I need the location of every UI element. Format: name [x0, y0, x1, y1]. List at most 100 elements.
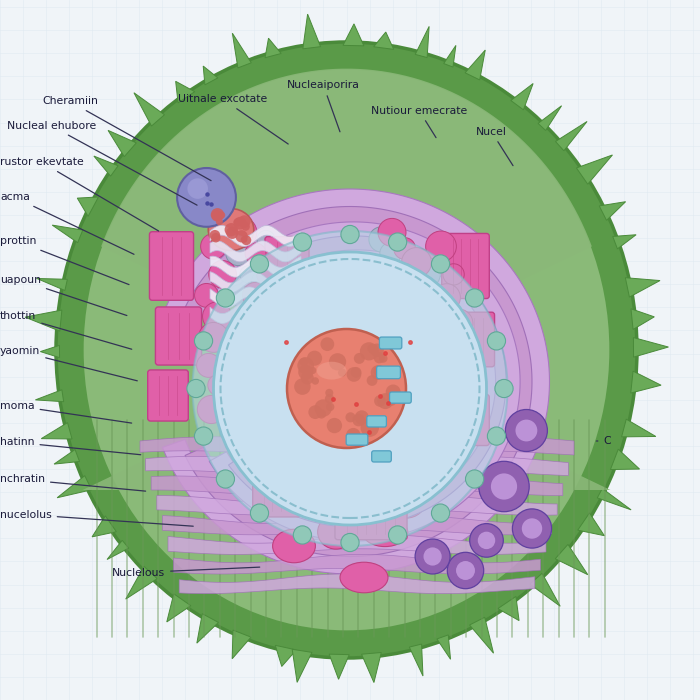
- FancyBboxPatch shape: [265, 237, 309, 284]
- Circle shape: [414, 261, 440, 288]
- Polygon shape: [444, 46, 456, 67]
- Polygon shape: [599, 202, 626, 220]
- Circle shape: [317, 410, 326, 419]
- Circle shape: [235, 230, 248, 242]
- Circle shape: [195, 427, 213, 445]
- Circle shape: [195, 332, 213, 350]
- Text: yaomin: yaomin: [0, 346, 137, 381]
- Circle shape: [327, 418, 342, 433]
- Circle shape: [199, 323, 228, 352]
- Text: Nutiour emecrate: Nutiour emecrate: [371, 106, 468, 138]
- FancyBboxPatch shape: [389, 392, 412, 403]
- Circle shape: [301, 372, 314, 384]
- Text: acma: acma: [0, 193, 134, 254]
- Circle shape: [241, 223, 250, 231]
- Text: Nucel: Nucel: [476, 127, 513, 166]
- Polygon shape: [210, 225, 301, 246]
- Circle shape: [312, 377, 319, 385]
- Circle shape: [495, 379, 513, 398]
- Circle shape: [216, 218, 223, 225]
- Polygon shape: [410, 644, 423, 676]
- FancyBboxPatch shape: [367, 416, 386, 427]
- Circle shape: [369, 227, 394, 252]
- Circle shape: [393, 263, 416, 286]
- Circle shape: [238, 216, 251, 228]
- Polygon shape: [41, 345, 60, 358]
- Circle shape: [522, 518, 542, 539]
- Polygon shape: [631, 309, 655, 330]
- Polygon shape: [174, 554, 540, 574]
- Polygon shape: [275, 645, 296, 666]
- Circle shape: [242, 308, 259, 325]
- Text: Uitnale excotate: Uitnale excotate: [178, 94, 288, 144]
- Polygon shape: [232, 630, 251, 659]
- Circle shape: [233, 218, 242, 226]
- Circle shape: [325, 394, 335, 404]
- Text: prottin: prottin: [0, 237, 129, 285]
- Circle shape: [351, 367, 361, 378]
- Circle shape: [444, 309, 473, 338]
- Polygon shape: [57, 476, 92, 498]
- Circle shape: [355, 410, 369, 424]
- Polygon shape: [168, 535, 546, 554]
- Polygon shape: [140, 437, 574, 456]
- Text: Nuclelous: Nuclelous: [112, 567, 260, 577]
- Polygon shape: [210, 256, 301, 277]
- Polygon shape: [36, 390, 64, 402]
- Circle shape: [257, 230, 275, 248]
- FancyBboxPatch shape: [372, 451, 391, 462]
- Circle shape: [201, 234, 226, 259]
- Circle shape: [374, 352, 385, 363]
- Polygon shape: [167, 594, 191, 622]
- Circle shape: [439, 337, 468, 366]
- Ellipse shape: [316, 362, 346, 379]
- Text: nucelolus: nucelolus: [0, 510, 193, 526]
- Circle shape: [242, 282, 269, 309]
- Circle shape: [216, 470, 235, 488]
- Circle shape: [371, 365, 386, 380]
- Circle shape: [360, 419, 379, 437]
- Polygon shape: [303, 282, 459, 467]
- Polygon shape: [210, 287, 301, 308]
- Circle shape: [251, 504, 269, 522]
- Circle shape: [187, 379, 205, 398]
- Circle shape: [309, 405, 322, 419]
- Circle shape: [209, 260, 237, 288]
- Circle shape: [341, 533, 359, 552]
- Polygon shape: [210, 272, 301, 293]
- Polygon shape: [151, 476, 563, 496]
- Circle shape: [356, 416, 364, 424]
- Circle shape: [479, 461, 529, 512]
- Polygon shape: [622, 419, 656, 437]
- Polygon shape: [631, 371, 661, 393]
- Polygon shape: [251, 250, 496, 513]
- Ellipse shape: [56, 42, 637, 658]
- Polygon shape: [228, 236, 506, 527]
- Circle shape: [293, 526, 312, 544]
- Circle shape: [326, 402, 335, 411]
- Circle shape: [389, 233, 407, 251]
- Polygon shape: [610, 449, 640, 470]
- Circle shape: [446, 392, 467, 413]
- Circle shape: [370, 344, 384, 357]
- Polygon shape: [555, 545, 588, 575]
- Circle shape: [241, 236, 247, 243]
- Polygon shape: [265, 38, 281, 57]
- Circle shape: [265, 292, 284, 310]
- Circle shape: [515, 419, 538, 442]
- Circle shape: [177, 168, 236, 227]
- Circle shape: [447, 552, 484, 589]
- Polygon shape: [157, 496, 557, 515]
- Text: Nucleaiporira: Nucleaiporira: [287, 80, 360, 132]
- Circle shape: [241, 235, 251, 245]
- FancyBboxPatch shape: [253, 480, 300, 517]
- Circle shape: [195, 284, 218, 307]
- Circle shape: [478, 532, 495, 549]
- Circle shape: [314, 399, 332, 416]
- Polygon shape: [286, 270, 470, 480]
- Polygon shape: [343, 24, 364, 46]
- Circle shape: [428, 342, 447, 361]
- Circle shape: [487, 427, 505, 445]
- Circle shape: [298, 357, 314, 374]
- Text: nchratin: nchratin: [0, 475, 146, 491]
